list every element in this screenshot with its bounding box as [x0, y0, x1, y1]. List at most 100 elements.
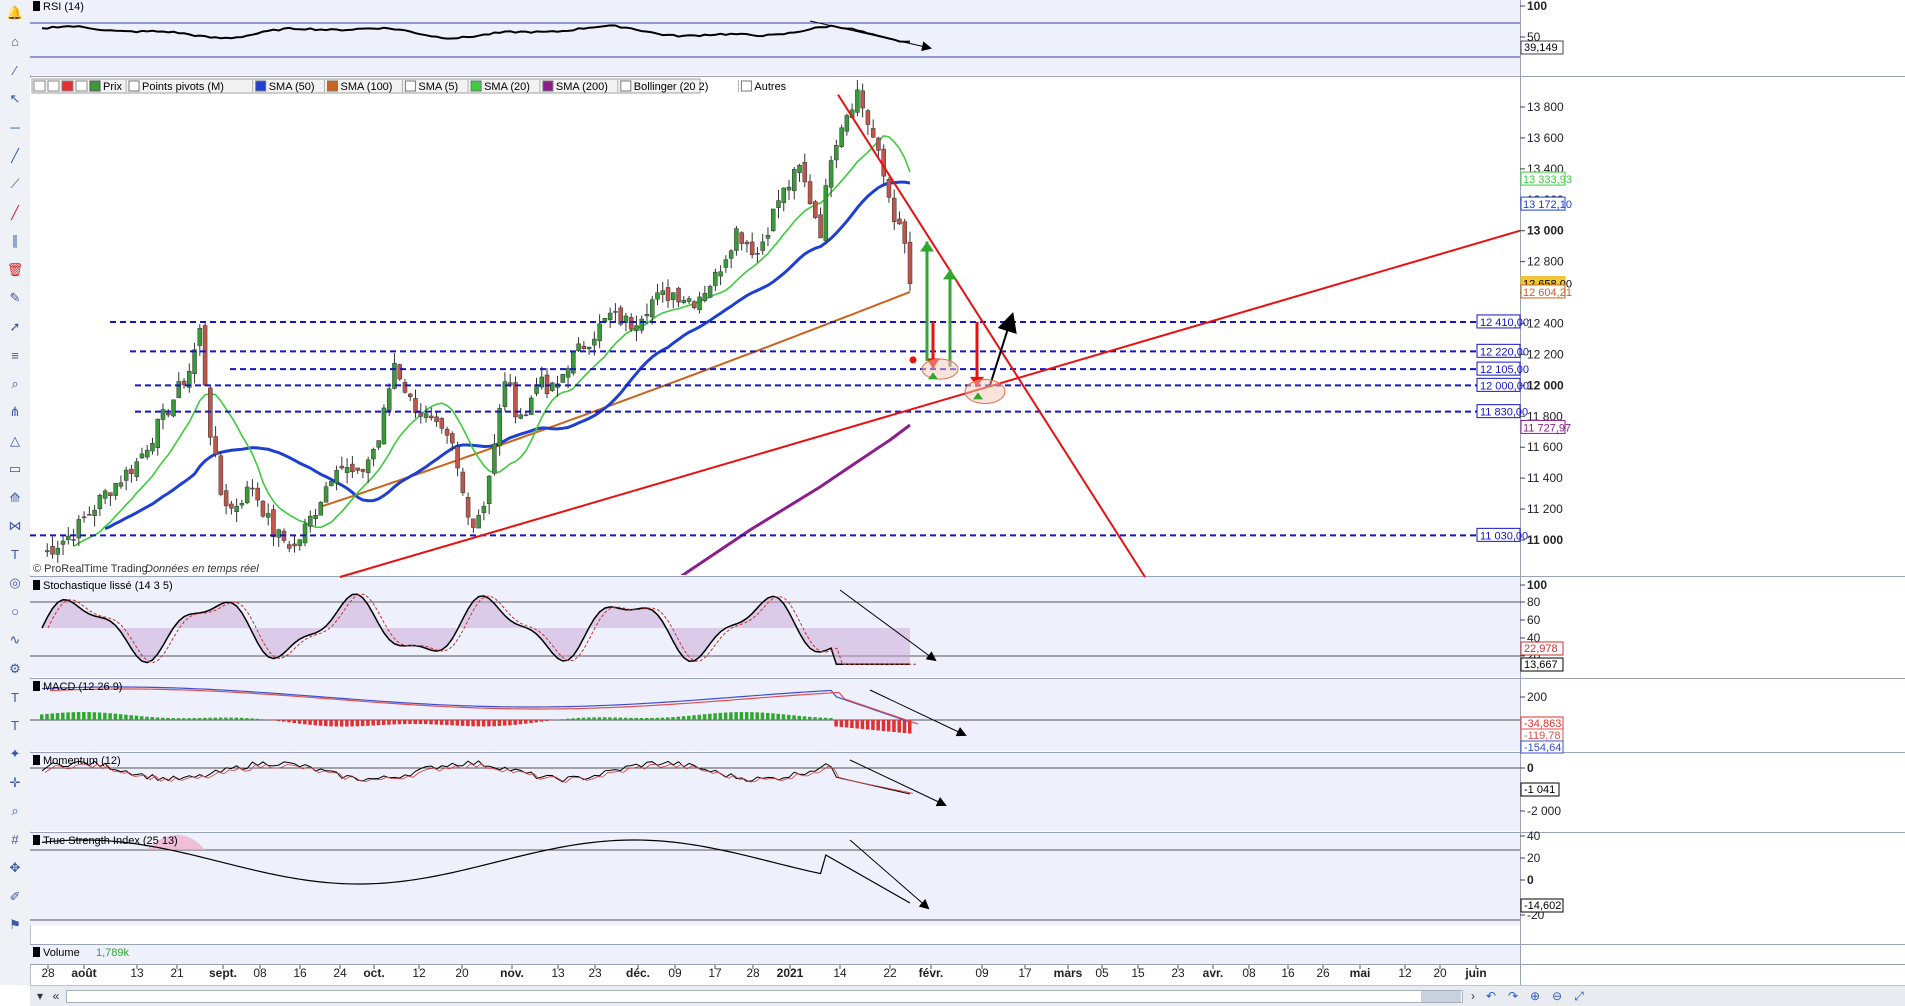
candle [708, 285, 712, 299]
macd-histogram-bar [503, 720, 507, 726]
scroll-track[interactable] [66, 990, 1463, 1003]
fit-icon[interactable]: ⤢ [1570, 988, 1588, 1004]
date-label: 16 [1281, 966, 1295, 980]
arrow-icon[interactable]: ➚ [5, 318, 25, 336]
macd-histogram-bar [671, 717, 675, 720]
gann-icon[interactable]: ⋈ [5, 517, 25, 535]
trash-icon[interactable]: 🗑 [5, 261, 25, 279]
macd-histogram-bar [387, 720, 391, 725]
candle-body [440, 418, 444, 428]
macd-histogram-bar [193, 718, 197, 720]
text-icon[interactable]: T [5, 546, 25, 564]
candle-body [398, 365, 402, 380]
legend-item[interactable]: Autres [738, 80, 786, 93]
candle-body [145, 450, 149, 457]
fib-icon[interactable]: ≡ [5, 346, 25, 364]
macd-histogram-bar [571, 718, 575, 720]
rectangle-icon[interactable]: ▭ [5, 460, 25, 478]
cycle-icon[interactable]: ∿ [5, 631, 25, 649]
legend-item[interactable]: SMA (200) [540, 80, 608, 93]
channel-icon[interactable]: ∥ [5, 232, 25, 250]
date-label: 12 [1398, 966, 1412, 980]
target-icon[interactable]: ◎ [5, 574, 25, 592]
bell-icon[interactable]: 🔔 [5, 4, 25, 22]
candle [329, 480, 333, 486]
magnet-icon[interactable]: ⌂ [5, 33, 25, 51]
macd-histogram-bar [745, 712, 749, 720]
fan-icon[interactable]: ⟰ [5, 489, 25, 507]
date-label: juin [1464, 966, 1486, 980]
pitchfork-icon[interactable]: ⋔ [5, 403, 25, 421]
legend-item-prix[interactable]: Prix [90, 81, 122, 93]
macd-histogram-bar [692, 715, 696, 720]
candle-body [487, 476, 491, 504]
scroll-left-fast-icon[interactable]: « [50, 988, 62, 1004]
candle-body [314, 515, 318, 519]
price-tick-label: 12 400 [1527, 317, 1564, 331]
cursor-icon[interactable]: ↖ [5, 90, 25, 108]
scroll-right-icon[interactable]: › [1467, 988, 1479, 1004]
pin-icon[interactable]: ⚑ [5, 916, 25, 934]
legend-item[interactable]: SMA (20) [468, 80, 530, 93]
trend-line-icon[interactable]: ╱ [5, 147, 25, 165]
date-label: 2021 [777, 966, 804, 980]
macd-histogram-bar [513, 720, 517, 725]
macd-histogram-bar [824, 718, 828, 720]
legend-label: Autres [754, 81, 786, 93]
zoom-icon[interactable]: ⌕ [5, 375, 25, 393]
cross-icon[interactable]: ✛ [5, 774, 25, 792]
macd-histogram-bar [277, 720, 281, 721]
legend-item[interactable]: SMA (5) [402, 80, 458, 93]
scroll-thumb[interactable] [1421, 991, 1461, 1002]
scroll-menu-icon[interactable]: ▾ [34, 988, 46, 1004]
candle-body [366, 460, 370, 473]
ruler-icon[interactable]: ∕ [5, 61, 25, 79]
macd-histogram-bar [755, 712, 759, 720]
momentum-legend: Momentum (12) [33, 755, 121, 767]
date-label: avr. [1203, 966, 1224, 980]
red-line-icon[interactable]: ╱ [5, 204, 25, 222]
date-label: 09 [975, 966, 989, 980]
legend-item[interactable]: SMA (50) [253, 80, 315, 93]
horizontal-line-icon[interactable]: ─ [5, 118, 25, 136]
text-tool-icon[interactable]: T [5, 688, 25, 706]
undo-icon[interactable]: ↶ [1482, 988, 1500, 1004]
stoch-tick-label: 80 [1527, 595, 1541, 609]
macd-histogram-bar [698, 715, 702, 720]
ray-icon[interactable]: ⟋ [5, 175, 25, 193]
redo-icon[interactable]: ↷ [1504, 988, 1522, 1004]
circle-icon[interactable]: ○ [5, 603, 25, 621]
legend-swatch [741, 81, 751, 91]
macd-histogram-bar [40, 714, 44, 720]
candle-body [335, 470, 339, 483]
candle-body [324, 487, 328, 503]
arrows-icon[interactable]: ✥ [5, 859, 25, 877]
macd-histogram-bar [361, 720, 365, 726]
candle-body [461, 472, 465, 493]
candle-body [729, 251, 733, 259]
macd-histogram-bar [161, 718, 165, 720]
time-scrollbar[interactable]: ▾ « › ↶ ↷ ⊕ ⊖ ⤢ [30, 985, 1905, 1006]
zoom-out-icon[interactable]: ⊖ [1548, 988, 1566, 1004]
zoom-in-icon[interactable]: ⊕ [1526, 988, 1544, 1004]
date-label: 26 [1316, 966, 1330, 980]
legend-label: Prix [103, 81, 122, 93]
macd-histogram-bar [145, 717, 149, 720]
triangle-icon[interactable]: △ [5, 432, 25, 450]
candle-body [108, 493, 112, 496]
macd-histogram-bar [119, 714, 123, 720]
pen-icon[interactable]: ✎ [5, 289, 25, 307]
macd-histogram-bar [166, 718, 170, 720]
magnify-icon[interactable]: ⌕ [5, 802, 25, 820]
date-label: 13 [130, 966, 144, 980]
marker-icon[interactable]: ✦ [5, 745, 25, 763]
settings-icon[interactable]: ⚙ [5, 660, 25, 678]
macd-histogram-bar [703, 714, 707, 720]
legend-item[interactable]: SMA (100) [325, 80, 393, 93]
text-tool-2-icon[interactable]: T [5, 717, 25, 735]
candle [513, 376, 517, 423]
grid-icon[interactable]: # [5, 831, 25, 849]
brush-icon[interactable]: ✐ [5, 888, 25, 906]
